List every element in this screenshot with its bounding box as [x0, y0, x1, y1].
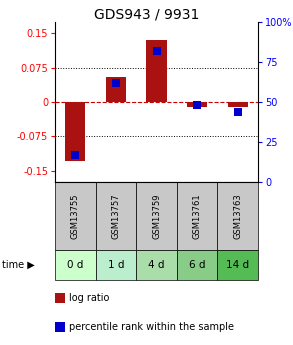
Text: time ▶: time ▶: [2, 260, 35, 270]
Bar: [55, 293, 65, 303]
Point: [235, 109, 240, 114]
Text: GSM13761: GSM13761: [193, 193, 202, 239]
Bar: [228, 102, 248, 108]
Text: 6 d: 6 d: [189, 260, 205, 270]
Text: 1 d: 1 d: [108, 260, 124, 270]
Bar: [96, 182, 136, 250]
Bar: [55, 250, 96, 280]
Text: GDS943 / 9931: GDS943 / 9931: [94, 8, 199, 22]
Text: percentile rank within the sample: percentile rank within the sample: [69, 322, 234, 332]
Text: GSM13759: GSM13759: [152, 193, 161, 239]
Text: 4 d: 4 d: [148, 260, 165, 270]
Bar: [65, 102, 86, 161]
Text: GSM13763: GSM13763: [233, 193, 242, 239]
Bar: [55, 182, 96, 250]
Text: GSM13755: GSM13755: [71, 193, 80, 239]
Point: [154, 48, 159, 53]
Bar: [96, 250, 136, 280]
Bar: [177, 250, 217, 280]
Point: [73, 152, 78, 158]
Bar: [106, 77, 126, 102]
Bar: [136, 182, 177, 250]
Text: log ratio: log ratio: [69, 293, 109, 303]
Text: 14 d: 14 d: [226, 260, 249, 270]
Bar: [187, 102, 207, 108]
Bar: [217, 182, 258, 250]
Point: [114, 80, 118, 86]
Bar: [55, 322, 65, 332]
Bar: [177, 182, 217, 250]
Bar: [136, 250, 177, 280]
Text: GSM13757: GSM13757: [111, 193, 120, 239]
Bar: [146, 40, 167, 102]
Bar: [217, 250, 258, 280]
Text: 0 d: 0 d: [67, 260, 84, 270]
Point: [195, 102, 200, 108]
